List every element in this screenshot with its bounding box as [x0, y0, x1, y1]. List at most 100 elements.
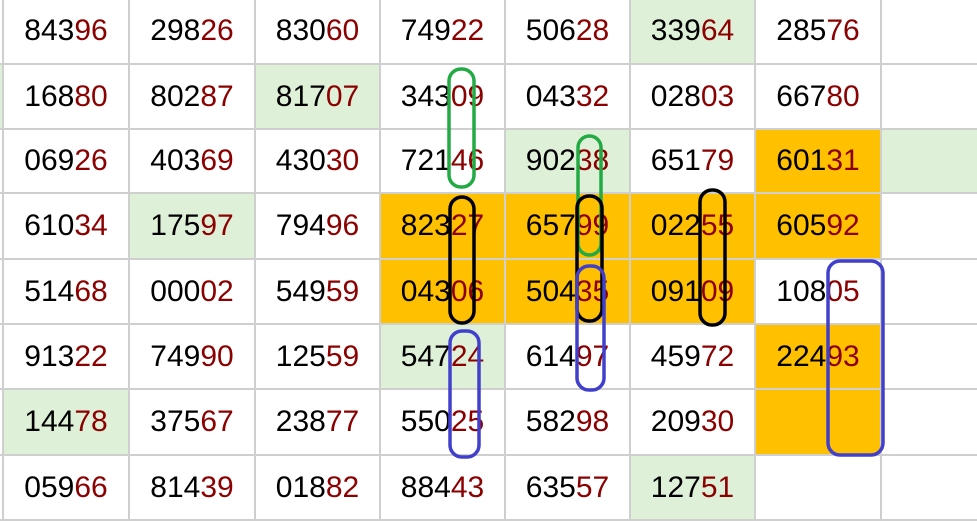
cell-digits-tail: 27: [450, 209, 485, 242]
cell-digits-head: 403: [150, 144, 201, 177]
table-cell[interactable]: 069 26: [4, 130, 130, 194]
table-cell[interactable]: 605 92: [756, 194, 882, 260]
cell-digits-head: 343: [400, 79, 451, 113]
cell-digits-head: 657: [525, 209, 576, 242]
cell-digits-tail: 28: [575, 14, 610, 47]
table-cell[interactable]: 582 98: [506, 390, 631, 456]
cell-offscreen[interactable]: [0, 390, 4, 456]
table-cell[interactable]: 043 32: [506, 65, 631, 130]
cell-digits-head: 749: [150, 339, 201, 373]
table-cell[interactable]: [756, 456, 882, 521]
table-cell[interactable]: 339 64: [631, 0, 756, 65]
cell-digits-head: 635: [525, 470, 576, 504]
table-cell[interactable]: 614 97: [506, 325, 631, 390]
cell-offscreen[interactable]: [0, 194, 4, 260]
table-cell[interactable]: 514 68: [4, 260, 130, 325]
cell-digits-head: 506: [525, 14, 576, 47]
cell-digits-head: 339: [650, 14, 701, 47]
table-cell[interactable]: 657 99: [506, 194, 631, 260]
table-cell[interactable]: 430 30: [256, 130, 381, 194]
table-cell[interactable]: 817 07: [256, 65, 381, 130]
table-cell[interactable]: 108 05: [756, 260, 882, 325]
cell-digits-head: 127: [650, 470, 701, 504]
table-cell[interactable]: 504 35: [506, 260, 631, 325]
table-cell[interactable]: 823 27: [381, 194, 506, 260]
table-cell[interactable]: 547 24: [381, 325, 506, 390]
cell-digits-tail: 35: [575, 274, 610, 308]
table-cell[interactable]: 028 03: [631, 65, 756, 130]
table-cell[interactable]: 022 55: [631, 194, 756, 260]
cell-digits-tail: 59: [325, 339, 360, 373]
cell-digits-head: 091: [650, 274, 701, 308]
table-cell[interactable]: 459 72: [631, 325, 756, 390]
cell-digits-tail: 87: [200, 79, 234, 113]
table-cell[interactable]: 175 97: [130, 194, 256, 260]
table-cell[interactable]: 018 82: [256, 456, 381, 521]
table-cell[interactable]: 667 80: [756, 65, 882, 130]
table-cell[interactable]: 902 38: [506, 130, 631, 194]
cell-digits-head: 605: [776, 209, 827, 242]
cell-digits-tail: 30: [700, 405, 735, 438]
cell-digits-tail: 22: [74, 339, 108, 373]
table-cell[interactable]: 635 57: [506, 456, 631, 521]
cell-offscreen[interactable]: [0, 65, 4, 130]
table-cell[interactable]: 343 09: [381, 65, 506, 130]
table-cell[interactable]: 814 39: [130, 456, 256, 521]
cell-offscreen[interactable]: [0, 0, 4, 65]
table-cell[interactable]: 802 87: [130, 65, 256, 130]
table-cell[interactable]: [882, 0, 977, 65]
table-cell[interactable]: 549 59: [256, 260, 381, 325]
table-cell[interactable]: [882, 130, 977, 194]
table-cell[interactable]: [882, 260, 977, 325]
table-cell[interactable]: 913 22: [4, 325, 130, 390]
table-cell[interactable]: 884 43: [381, 456, 506, 521]
table-cell[interactable]: 721 46: [381, 130, 506, 194]
table-cell[interactable]: 506 28: [506, 0, 631, 65]
cell-digits-tail: 59: [325, 274, 360, 308]
cell-digits-tail: 43: [450, 470, 485, 504]
table-cell[interactable]: 651 79: [631, 130, 756, 194]
table-cell[interactable]: 091 09: [631, 260, 756, 325]
cell-digits-tail: 82: [325, 470, 360, 504]
table-cell[interactable]: 043 06: [381, 260, 506, 325]
cell-digits-tail: 96: [325, 209, 360, 242]
table-cell[interactable]: 610 34: [4, 194, 130, 260]
cell-offscreen[interactable]: [0, 260, 4, 325]
table-cell[interactable]: [882, 325, 977, 390]
table-cell[interactable]: 000 02: [130, 260, 256, 325]
table-cell[interactable]: 144 78: [4, 390, 130, 456]
table-cell[interactable]: 749 90: [130, 325, 256, 390]
table-cell[interactable]: [882, 65, 977, 130]
table-cell[interactable]: 209 30: [631, 390, 756, 456]
cell-digits-tail: 79: [700, 144, 735, 177]
table-cell[interactable]: [882, 456, 977, 521]
cell-digits-head: 514: [24, 274, 75, 308]
cell-offscreen[interactable]: [0, 325, 4, 390]
cell-digits-head: 209: [650, 405, 701, 438]
table-cell[interactable]: 749 22: [381, 0, 506, 65]
table-cell[interactable]: 298 26: [130, 0, 256, 65]
table-cell[interactable]: 059 66: [4, 456, 130, 521]
cell-digits-head: 814: [150, 470, 201, 504]
table-cell[interactable]: 550 25: [381, 390, 506, 456]
cell-digits-head: 459: [650, 339, 701, 373]
table-cell[interactable]: 830 60: [256, 0, 381, 65]
table-cell[interactable]: 127 51: [631, 456, 756, 521]
table-cell[interactable]: [882, 390, 977, 456]
table-cell[interactable]: [882, 194, 977, 260]
cell-offscreen[interactable]: [0, 130, 4, 194]
table-cell[interactable]: 375 67: [130, 390, 256, 456]
table-cell[interactable]: 794 96: [256, 194, 381, 260]
table-cell[interactable]: 168 80: [4, 65, 130, 130]
table-cell[interactable]: 285 76: [756, 0, 882, 65]
cell-digits-tail: 76: [826, 14, 860, 47]
table-cell[interactable]: 125 59: [256, 325, 381, 390]
cell-digits-tail: 90: [200, 339, 234, 373]
table-cell[interactable]: 238 77: [256, 390, 381, 456]
cell-digits-head: 043: [400, 274, 451, 308]
table-cell[interactable]: 224 93: [756, 325, 882, 390]
table-cell[interactable]: 403 69: [130, 130, 256, 194]
table-cell[interactable]: [756, 390, 882, 456]
table-cell[interactable]: 843 96: [4, 0, 130, 65]
table-cell[interactable]: 601 31: [756, 130, 882, 194]
